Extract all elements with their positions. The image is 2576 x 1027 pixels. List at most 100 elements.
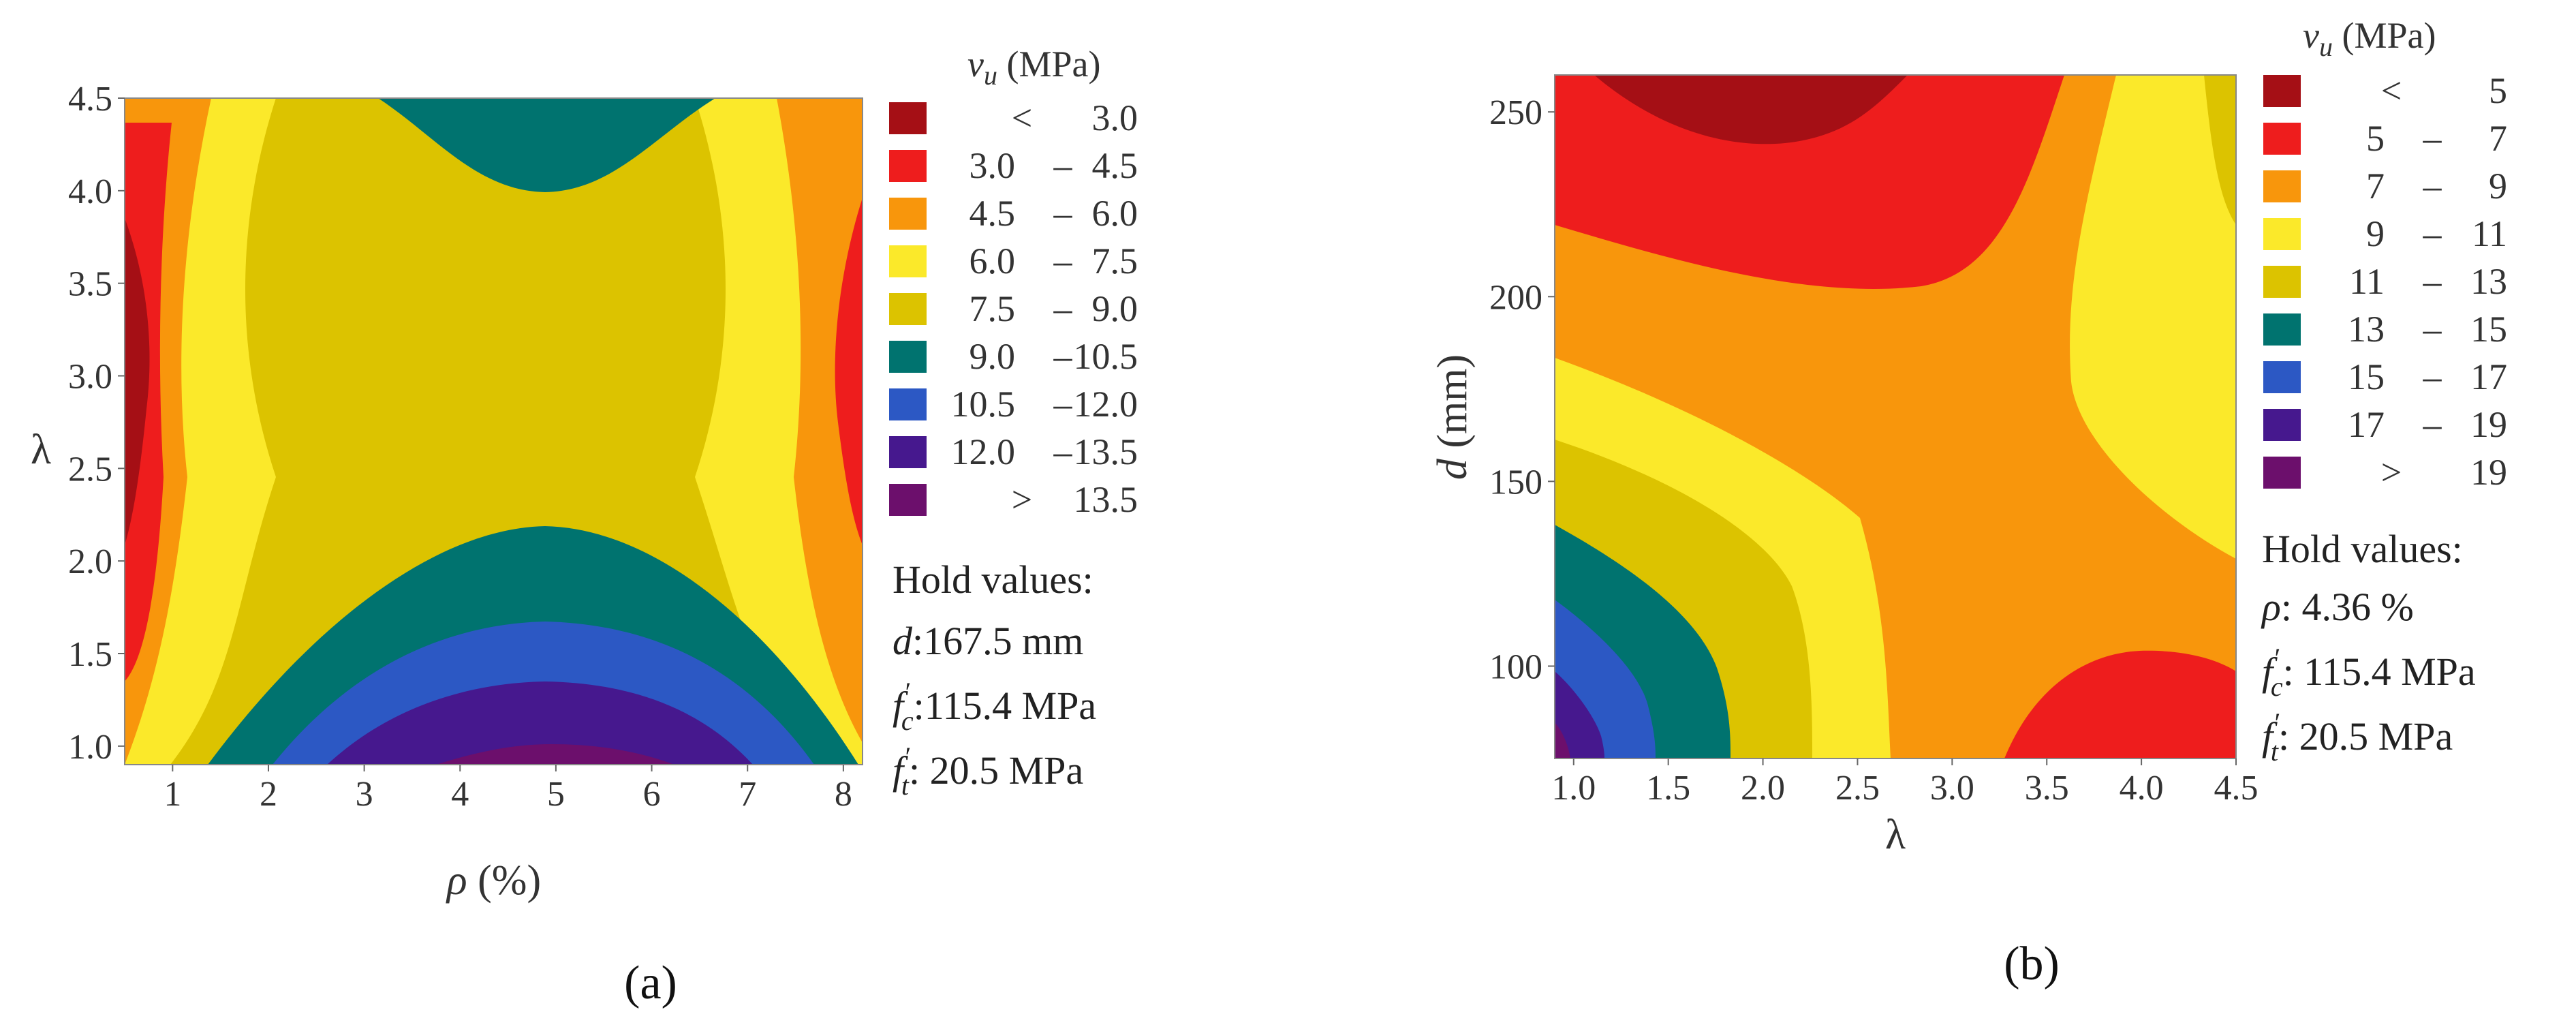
legend-dash: –	[1053, 288, 1073, 329]
legend-dash: –	[1053, 384, 1073, 425]
legend-low: 17	[2348, 404, 2385, 445]
legend-swatch	[889, 293, 927, 325]
band-b-right-11-13	[2204, 75, 2236, 225]
x-tick-label: 2	[260, 775, 277, 814]
y-tick-label: 1.0	[68, 728, 112, 767]
legend-high: 13.5	[1074, 431, 1138, 472]
x-tick-label: 2.0	[1741, 769, 1785, 808]
legend-low: 10.5	[951, 384, 1016, 425]
x-tick-label: 7	[739, 775, 756, 814]
hold-value: f′ t: 20.5 MPa	[893, 741, 1083, 801]
axis-ticks-b: 1.0 1.5 2.0 2.5 3.0 3.5 4.0 4.5 100 150 200 250	[1489, 93, 2259, 808]
x-tick-label: 6	[643, 775, 661, 814]
x-tick-label: 3.5	[2025, 769, 2069, 808]
band-a-right-3.0-4.5	[835, 198, 863, 545]
legend-high: 17	[2470, 356, 2507, 397]
legend-swatch	[2263, 313, 2301, 346]
legend-high: 13	[2470, 261, 2507, 302]
contour-plot-a	[125, 98, 863, 765]
legend-dash: –	[2423, 213, 2442, 254]
panel-caption-b: (b)	[2004, 938, 2060, 990]
legend-swatch	[2263, 170, 2301, 202]
legend-dash: –	[1053, 241, 1073, 281]
legend-dash: –	[2423, 261, 2442, 302]
x-tick-label: 8	[835, 775, 852, 814]
legend-high: 11	[2472, 213, 2507, 254]
legend-high: 12.0	[1074, 384, 1138, 425]
legend-high: 13.5	[1074, 479, 1138, 520]
legend-high: 9.0	[1092, 288, 1138, 329]
hold-value: f′ c: 115.4 MPa	[2262, 643, 2476, 702]
chart-a: 1 2 3 4 5 6 7 8 1.0 1.5 2.0 2.5 3.0 3.5 4.0 4.5 ρ (%) λ…	[31, 44, 1138, 1009]
legend-swatch	[2263, 123, 2301, 155]
legend-swatch	[889, 198, 927, 230]
band-b-left-gt-19	[1555, 722, 1570, 758]
legend-high: 15	[2470, 309, 2507, 350]
y-tick-label: 4.5	[68, 80, 112, 119]
legend-a: <3.03.0–4.54.5–6.06.0–7.57.5–9.09.0–10.5…	[889, 97, 1138, 520]
legend-low: 12.0	[951, 431, 1016, 472]
legend-high: 7.5	[1092, 241, 1138, 281]
legend-operator: >	[1012, 479, 1032, 520]
x-tick-label: 3	[356, 775, 373, 814]
y-tick-label: 2.5	[68, 450, 112, 489]
legend-dash: –	[2423, 404, 2442, 445]
legend-high: 4.5	[1092, 145, 1138, 186]
legend-high: 3.0	[1092, 97, 1138, 138]
legend-dash: –	[2423, 166, 2442, 206]
band-b-top-lt-5	[1594, 75, 1908, 144]
legend-low: 3.0	[969, 145, 1016, 186]
legend-swatch	[2263, 218, 2301, 250]
band-a-bottom-gt-13.5	[436, 744, 674, 765]
panel-a: 1 2 3 4 5 6 7 8 1.0 1.5 2.0 2.5 3.0 3.5 4.0 4.5 ρ (%) λ…	[31, 44, 1138, 1009]
hold-values-title-a: Hold values:	[893, 557, 1093, 602]
hold-value: f′ c:115.4 MPa	[893, 677, 1096, 736]
x-tick-label: 4.5	[2214, 769, 2259, 808]
legend-low: 5	[2366, 118, 2385, 159]
legend-operator: <	[1012, 97, 1032, 138]
y-tick-label: 200	[1489, 278, 1542, 317]
legend-low: 15	[2348, 356, 2385, 397]
legend-high: 19	[2470, 404, 2507, 445]
x-tick-label: 2.5	[1835, 769, 1880, 808]
legend-high: 9	[2489, 166, 2507, 206]
band-a-left-lt-3.0	[125, 218, 150, 545]
hold-value: ρ: 4.36 %	[2261, 585, 2414, 629]
legend-dash: –	[2423, 118, 2442, 159]
legend-low: 9.0	[969, 336, 1016, 377]
legend-swatch	[889, 245, 927, 277]
legend-swatch	[889, 388, 927, 420]
legend-swatch	[2263, 266, 2301, 298]
y-tick-label: 1.5	[68, 635, 112, 674]
legend-swatch	[889, 341, 927, 373]
panel-caption-a: (a)	[624, 957, 677, 1009]
legend-swatch	[2263, 409, 2301, 441]
x-tick-label: 5	[547, 775, 565, 814]
legend-low: 7.5	[969, 288, 1016, 329]
axis-ticks-a: 1 2 3 4 5 6 7 8 1.0 1.5 2.0 2.5 3.0 3.5 4.0 4.5	[68, 80, 852, 814]
band-b-right-9-11	[2070, 75, 2236, 559]
x-tick-label: 3.0	[1930, 769, 1974, 808]
legend-low: 9	[2366, 213, 2385, 254]
x-tick-label: 4	[451, 775, 469, 814]
legend-dash: –	[1053, 193, 1073, 234]
band-a-top-9.0-10.5	[378, 98, 715, 192]
band-a-bottom-12.0-13.5	[327, 681, 753, 765]
legend-operator: <	[2381, 70, 2402, 111]
band-a-right-4.5-6.0	[777, 98, 863, 743]
plot-frame-a	[124, 97, 863, 765]
legend-high: 10.5	[1074, 336, 1138, 377]
legend-operator: >	[2381, 452, 2402, 493]
legend-low: 6.0	[969, 241, 1016, 281]
legend-high: 7	[2489, 118, 2507, 159]
y-tick-label: 100	[1489, 647, 1542, 686]
x-axis-label-a: ρ (%)	[446, 857, 541, 904]
hold-value: f′ t: 20.5 MPa	[2262, 707, 2453, 767]
band-b-left-17-19	[1555, 671, 1604, 758]
legend-dash: –	[2423, 356, 2442, 397]
y-axis-label-a: λ	[31, 427, 51, 473]
legend-title-b: vu (MPa)	[2303, 15, 2436, 62]
hold-value: d:167.5 mm	[893, 619, 1083, 663]
